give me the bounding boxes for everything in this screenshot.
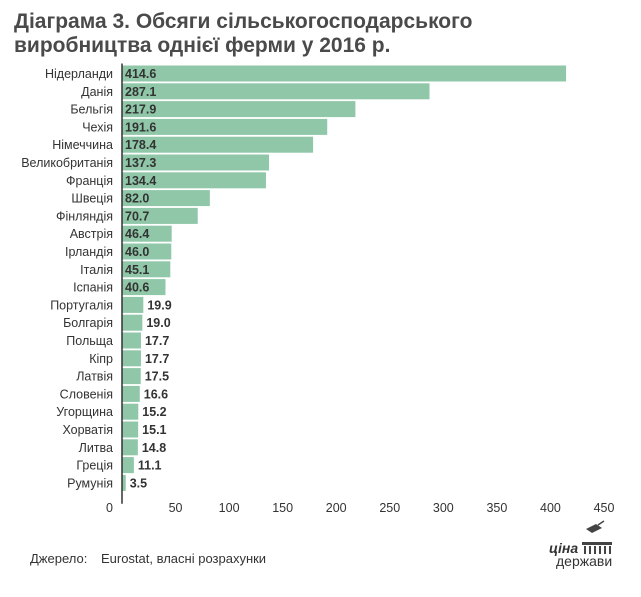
- value-label: 45.1: [125, 263, 149, 277]
- source-value: Eurostat, власні розрахунки: [100, 551, 267, 566]
- value-label: 46.4: [125, 227, 149, 241]
- category-label: Німеччина: [52, 138, 113, 152]
- value-label: 19.0: [146, 316, 170, 330]
- bar: [122, 457, 134, 474]
- value-label: 134.4: [125, 174, 156, 188]
- source-label: Джерело:: [30, 551, 88, 566]
- bar: [122, 332, 141, 349]
- x-tick-label: 400: [540, 501, 561, 515]
- bar: [122, 261, 171, 278]
- x-tick-label: 100: [219, 501, 240, 515]
- logo: ціна держави: [546, 520, 616, 570]
- bar: [122, 368, 141, 385]
- category-label: Болгарія: [63, 316, 113, 330]
- value-label: 15.2: [142, 405, 166, 419]
- bar: [122, 421, 139, 438]
- category-label: Словенія: [60, 387, 113, 401]
- bar: [122, 314, 143, 331]
- value-label: 3.5: [130, 476, 147, 490]
- bar: [122, 101, 356, 118]
- bar: [122, 350, 141, 367]
- category-label: Іспанія: [73, 281, 113, 295]
- category-label: Португалія: [50, 298, 113, 312]
- bar: [122, 83, 430, 100]
- value-label: 19.9: [147, 298, 171, 312]
- bar: [122, 172, 266, 189]
- category-label: Хорватія: [62, 423, 113, 437]
- category-label: Ірландія: [65, 245, 113, 259]
- bar: [122, 65, 567, 82]
- value-label: 14.8: [142, 441, 166, 455]
- bar: [122, 296, 144, 313]
- bar: [122, 385, 140, 402]
- x-tick-label: 150: [272, 501, 293, 515]
- value-label: 15.1: [142, 423, 166, 437]
- category-label: Швеція: [71, 192, 113, 206]
- bar: [122, 154, 270, 171]
- value-label: 178.4: [125, 138, 156, 152]
- bar: [122, 207, 198, 224]
- category-label: Кіпр: [89, 352, 113, 366]
- value-label: 11.1: [138, 459, 162, 473]
- category-label: Греція: [76, 459, 113, 473]
- bar: [122, 403, 139, 420]
- value-label: 70.7: [125, 209, 149, 223]
- bar: [122, 279, 166, 296]
- chart-title: Діаграма 3. Обсяги сільськогосподарськог…: [14, 10, 473, 57]
- category-label: Румунія: [67, 476, 113, 490]
- category-label: Данія: [81, 85, 113, 99]
- value-label: 217.9: [125, 103, 156, 117]
- category-label: Литва: [79, 441, 113, 455]
- category-label: Латвія: [76, 370, 113, 384]
- x-tick-label: 200: [326, 501, 347, 515]
- value-label: 46.0: [125, 245, 149, 259]
- value-label: 16.6: [144, 387, 168, 401]
- x-tick-label: 350: [486, 501, 507, 515]
- x-tick-label: 50: [169, 501, 183, 515]
- category-label: Австрія: [70, 227, 113, 241]
- category-label: Франція: [66, 174, 113, 188]
- value-label: 287.1: [125, 85, 156, 99]
- value-label: 82.0: [125, 192, 149, 206]
- logo-building-icon: [582, 520, 612, 554]
- bar: [122, 225, 172, 242]
- category-label: Угорщина: [56, 405, 113, 419]
- value-label: 191.6: [125, 120, 156, 134]
- bar: [122, 118, 328, 135]
- category-label: Італія: [80, 263, 113, 277]
- category-label: Фінляндія: [56, 209, 113, 223]
- value-label: 40.6: [125, 281, 149, 295]
- bar: [122, 243, 172, 260]
- value-label: 137.3: [125, 156, 156, 170]
- x-tick-label: 300: [433, 501, 454, 515]
- bar: [122, 190, 210, 207]
- category-label: Великобританія: [21, 156, 113, 170]
- category-label: Бельгія: [70, 103, 113, 117]
- x-tick-label: 450: [594, 501, 615, 515]
- bar: [122, 439, 138, 456]
- value-label: 17.7: [145, 334, 169, 348]
- logo-text-line2: держави: [556, 553, 612, 569]
- category-label: Польща: [66, 334, 113, 348]
- value-label: 414.6: [125, 67, 156, 81]
- logo-text-line1: ціна: [549, 540, 578, 556]
- bar: [122, 474, 126, 491]
- category-label: Чехія: [82, 120, 113, 134]
- bar: [122, 136, 314, 153]
- value-label: 17.5: [145, 370, 169, 384]
- x-tick-label: 250: [379, 501, 400, 515]
- value-label: 17.7: [145, 352, 169, 366]
- source-note: Джерело: Eurostat, власні розрахунки: [30, 551, 266, 566]
- category-label: Нідерланди: [45, 67, 113, 81]
- x-tick-label: 0: [106, 501, 113, 515]
